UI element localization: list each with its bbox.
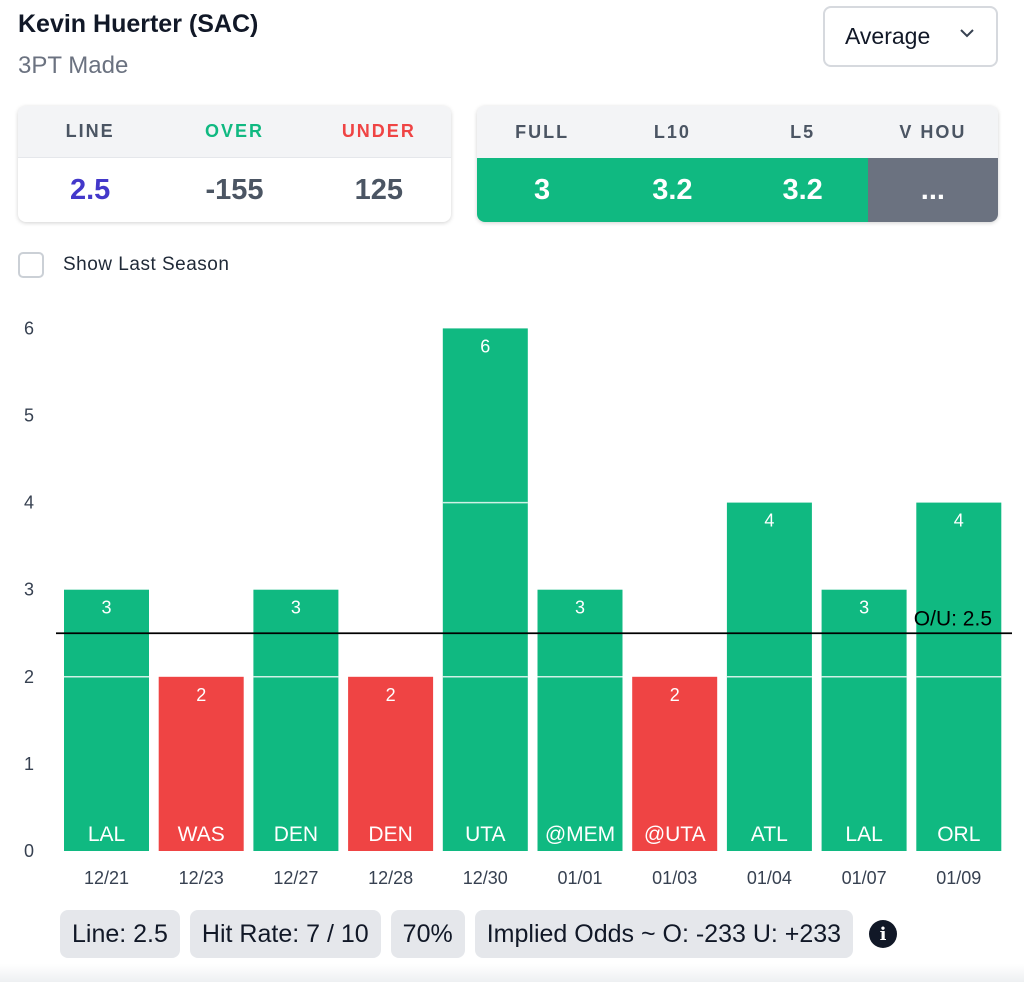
line-pill: Line: 2.5 [60, 910, 180, 958]
bar [253, 589, 339, 851]
vs-opponent-average[interactable]: ... [867, 158, 998, 222]
bar [64, 589, 149, 851]
bar-opponent-label: UTA [465, 823, 505, 846]
l5-header: L5 [790, 121, 816, 142]
under-odds: 125 [354, 173, 404, 206]
x-tick-label: 12/30 [463, 868, 508, 888]
y-tick-label: 2 [24, 667, 34, 687]
bar-value-label: 2 [670, 685, 680, 705]
x-tick-label: 12/27 [273, 868, 318, 888]
bar [442, 328, 528, 851]
x-tick-label: 12/21 [84, 868, 129, 888]
bar-opponent-label: ORL [937, 823, 980, 846]
bar-opponent-label: LAL [845, 823, 882, 846]
bar-value-label: 3 [291, 598, 301, 618]
full-average: 3 [477, 158, 608, 222]
bar-value-label: 3 [575, 598, 585, 618]
bar-value-label: 3 [101, 598, 111, 618]
x-tick-label: 01/04 [747, 868, 792, 888]
over-header: OVER [204, 121, 264, 141]
y-tick-label: 0 [24, 841, 34, 861]
bar [158, 676, 244, 851]
betting-lines-card: LINE OVER UNDER 2.5 -155 125 [18, 106, 451, 222]
l10-average: 3.2 [607, 158, 738, 222]
implied-odds-pill: Implied Odds ~ O: -233 U: +233 [474, 910, 854, 958]
bar-opponent-label: DEN [274, 823, 318, 846]
summary-footer: Line: 2.5 Hit Rate: 7 / 10 70% Implied O… [60, 910, 898, 958]
bar-value-label: 4 [954, 511, 964, 531]
x-tick-label: 01/09 [936, 868, 981, 888]
full-header: FULL [515, 121, 570, 142]
hit-rate-pill: Hit Rate: 7 / 10 [189, 910, 381, 958]
dropdown-value: Average [845, 23, 931, 49]
show-last-season-toggle[interactable]: Show Last Season [18, 252, 229, 278]
bar [537, 589, 623, 851]
y-tick-label: 3 [24, 580, 34, 600]
line-header: LINE [65, 121, 115, 141]
bar [348, 676, 434, 851]
x-tick-label: 01/01 [557, 868, 602, 888]
bar [632, 676, 718, 851]
over-under-label: O/U: 2.5 [914, 607, 992, 630]
line-value: 2.5 [70, 173, 111, 206]
bar-opponent-label: DEN [368, 823, 412, 846]
bar-opponent-label: WAS [178, 823, 225, 846]
y-tick-label: 1 [24, 754, 34, 774]
bar-opponent-label: LAL [88, 823, 125, 846]
bar-opponent-label: ATL [751, 823, 788, 846]
info-icon[interactable]: i [869, 920, 898, 948]
bar [821, 589, 907, 851]
l5-average: 3.2 [737, 158, 868, 222]
over-odds: -155 [205, 173, 264, 206]
x-tick-label: 01/03 [652, 868, 697, 888]
x-tick-label: 12/28 [368, 868, 413, 888]
chevron-down-icon [960, 29, 974, 38]
bar-value-label: 3 [859, 598, 869, 618]
y-tick-label: 4 [24, 493, 34, 513]
bar-opponent-label: @UTA [644, 823, 706, 846]
averages-card: FULL L10 L5 V HOU 3 3.2 3.2 ... [477, 106, 998, 222]
bar-opponent-label: @MEM [545, 823, 615, 846]
hit-percent-pill: 70% [390, 910, 465, 958]
bar-value-label: 4 [764, 511, 774, 531]
player-name: Kevin Huerter (SAC) [18, 10, 259, 38]
bar-value-label: 2 [196, 685, 206, 705]
stat-name: 3PT Made [18, 52, 129, 79]
bottom-edge [0, 964, 1024, 982]
show-last-season-checkbox[interactable] [18, 252, 44, 278]
show-last-season-label: Show Last Season [63, 254, 230, 275]
y-tick-label: 6 [24, 318, 34, 338]
under-header: UNDER [341, 121, 416, 141]
x-tick-label: 01/07 [842, 868, 887, 888]
x-tick-label: 12/23 [179, 868, 224, 888]
y-tick-label: 5 [24, 406, 34, 426]
vs-opponent-header: V HOU [899, 121, 967, 142]
average-dropdown[interactable]: Average [823, 6, 998, 67]
bar-value-label: 2 [386, 685, 396, 705]
bar-value-label: 6 [480, 336, 490, 356]
game-log-chart: 0 1 2 3 4 5 6 3 LAL 12/21 2 WAS 12/23 3 DEN 12/27 2 DEN 12… [24, 318, 1012, 888]
l10-header: L10 [653, 121, 691, 142]
